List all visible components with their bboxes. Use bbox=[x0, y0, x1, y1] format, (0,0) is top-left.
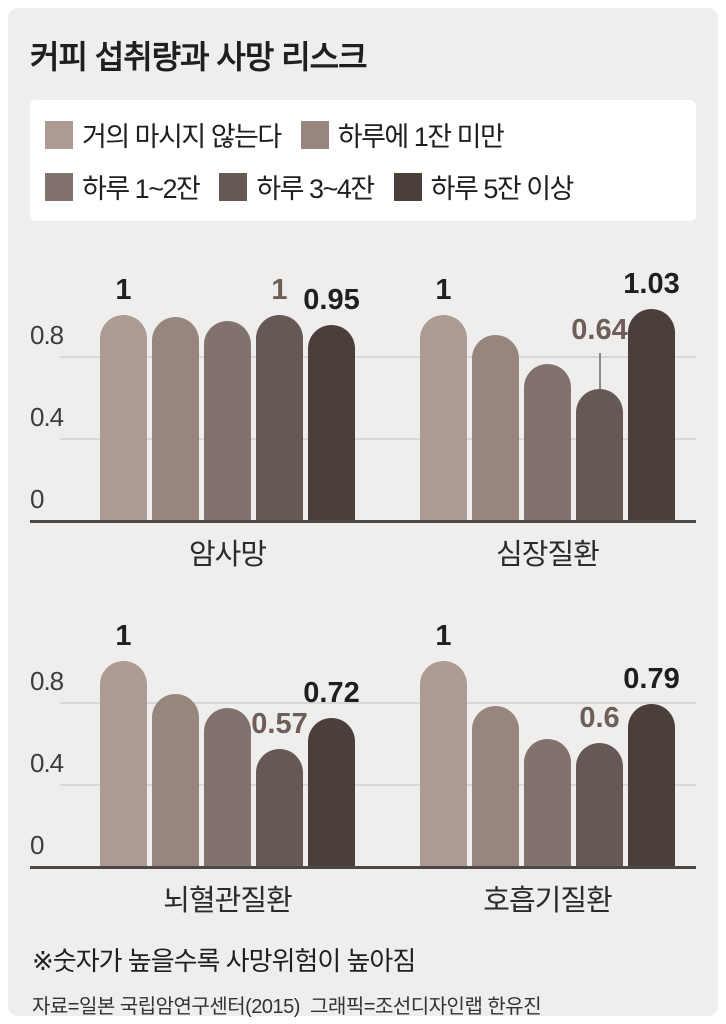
bar: 1 bbox=[100, 274, 147, 520]
legend-label: 하루에 1잔 미만 bbox=[337, 122, 505, 152]
bar-value-label: 1.03 bbox=[623, 268, 680, 300]
bar: 1 bbox=[256, 274, 303, 520]
footnote: ※숫자가 높을수록 사망위험이 높아짐 bbox=[32, 946, 416, 976]
label-leader-line bbox=[598, 353, 601, 389]
legend-label: 거의 마시지 않는다 bbox=[82, 122, 282, 152]
bar: 0.72 bbox=[303, 677, 360, 866]
bar bbox=[524, 739, 571, 866]
category-label: 호흡기질환 bbox=[483, 885, 612, 917]
legend-swatch bbox=[219, 172, 248, 201]
legend-label: 하루 5잔 이상 bbox=[430, 174, 575, 204]
bar-value-label: 1 bbox=[435, 274, 452, 306]
legend-swatch bbox=[45, 172, 73, 201]
infographic-card: 커피 섭취량과 사망 리스크 거의 마시지 않는다 하루에 1잔 미만 하루 1~… bbox=[8, 8, 718, 1018]
bar-value-label: 1 bbox=[115, 274, 132, 306]
legend-item: 하루 3~4잔 bbox=[219, 167, 375, 206]
bar-value-label: 0.95 bbox=[303, 284, 360, 316]
legend-swatch bbox=[393, 172, 422, 201]
grid-line bbox=[60, 702, 696, 704]
y-tick-label: 0 bbox=[30, 830, 45, 860]
x-axis-baseline bbox=[30, 866, 696, 869]
legend-item: 거의 마시지 않는다 bbox=[45, 115, 282, 154]
chart-row-bottom: 0 0.4 0.8 1 0.57 0.72 1 0.6 0.79 bbox=[30, 613, 696, 869]
legend-row: 하루 1~2잔 하루 3~4잔 하루 5잔 이상 bbox=[45, 167, 681, 206]
bar: 1 bbox=[100, 620, 147, 866]
bar bbox=[204, 708, 251, 866]
y-tick-label: 0.8 bbox=[30, 320, 64, 350]
bar-value-label: 0.64 bbox=[571, 314, 628, 346]
bar-group: 1 0.57 0.72 bbox=[100, 620, 360, 866]
bar-value-label: 0.79 bbox=[623, 663, 680, 695]
bar-value-label: 0.57 bbox=[251, 708, 308, 740]
legend-swatch bbox=[45, 120, 73, 149]
bar: 0.6 bbox=[576, 702, 623, 866]
legend-label: 하루 3~4잔 bbox=[256, 174, 375, 204]
legend-item: 하루 1~2잔 bbox=[45, 167, 201, 206]
bar: 0.57 bbox=[251, 708, 308, 866]
bar: 1.03 bbox=[623, 268, 680, 520]
legend: 거의 마시지 않는다 하루에 1잔 미만 하루 1~2잔 하루 3~4잔 하루 5잔 … bbox=[30, 100, 696, 221]
bar bbox=[524, 364, 571, 520]
bar: 1 bbox=[420, 274, 467, 520]
legend-item: 하루에 1잔 미만 bbox=[300, 115, 505, 154]
grid-line bbox=[60, 784, 696, 786]
bar bbox=[472, 335, 519, 520]
legend-swatch bbox=[300, 120, 329, 149]
bar-value-label: 0.6 bbox=[579, 702, 620, 734]
y-tick-label: 0.8 bbox=[30, 666, 64, 696]
bar-group: 1 0.64 1.03 bbox=[420, 268, 680, 520]
bar: 0.95 bbox=[303, 284, 360, 520]
y-tick-label: 0.4 bbox=[30, 748, 64, 778]
x-axis-baseline bbox=[30, 520, 696, 523]
charts-area: 0 0.4 0.8 1 1 0.95 1 0.64 1.03 암사망 심장질환 0 0.4 0.8 1 0… bbox=[30, 267, 696, 917]
chart-row-top: 0 0.4 0.8 1 1 0.95 1 0.64 1.03 bbox=[30, 267, 696, 523]
bar: 0.79 bbox=[623, 663, 680, 866]
bar-value-label: 1 bbox=[115, 620, 132, 652]
source-credit: 자료=일본 국립암연구센터(2015) 그래픽=조선디자인랩 한유진 bbox=[32, 996, 542, 1018]
bar-value-label: 1 bbox=[271, 274, 288, 306]
category-label: 뇌혈관질환 bbox=[163, 885, 292, 917]
category-label: 암사망 bbox=[188, 539, 267, 571]
legend-item: 하루 5잔 이상 bbox=[393, 167, 575, 206]
y-tick-label: 0 bbox=[30, 484, 45, 514]
bar bbox=[472, 706, 519, 866]
bar-value-label: 1 bbox=[435, 620, 452, 652]
legend-label: 하루 1~2잔 bbox=[82, 174, 201, 204]
bar-value-label: 0.72 bbox=[303, 677, 360, 709]
y-tick-label: 0.4 bbox=[30, 402, 64, 432]
bar bbox=[152, 694, 199, 866]
bar-group: 1 0.6 0.79 bbox=[420, 620, 680, 866]
bar: 1 bbox=[420, 620, 467, 866]
legend-row: 거의 마시지 않는다 하루에 1잔 미만 bbox=[45, 115, 681, 154]
bar-group: 1 1 0.95 bbox=[100, 274, 360, 520]
bar bbox=[152, 317, 199, 520]
grid-line bbox=[60, 356, 696, 358]
chart-title: 커피 섭취량과 사망 리스크 bbox=[30, 39, 368, 75]
category-row-top: 암사망 심장질환 bbox=[30, 523, 696, 571]
bar: 0.64 bbox=[571, 314, 628, 520]
category-label: 심장질환 bbox=[496, 539, 600, 571]
category-row-bottom: 뇌혈관질환 호흡기질환 bbox=[30, 869, 696, 917]
bar bbox=[204, 321, 251, 520]
grid-line bbox=[60, 438, 696, 440]
